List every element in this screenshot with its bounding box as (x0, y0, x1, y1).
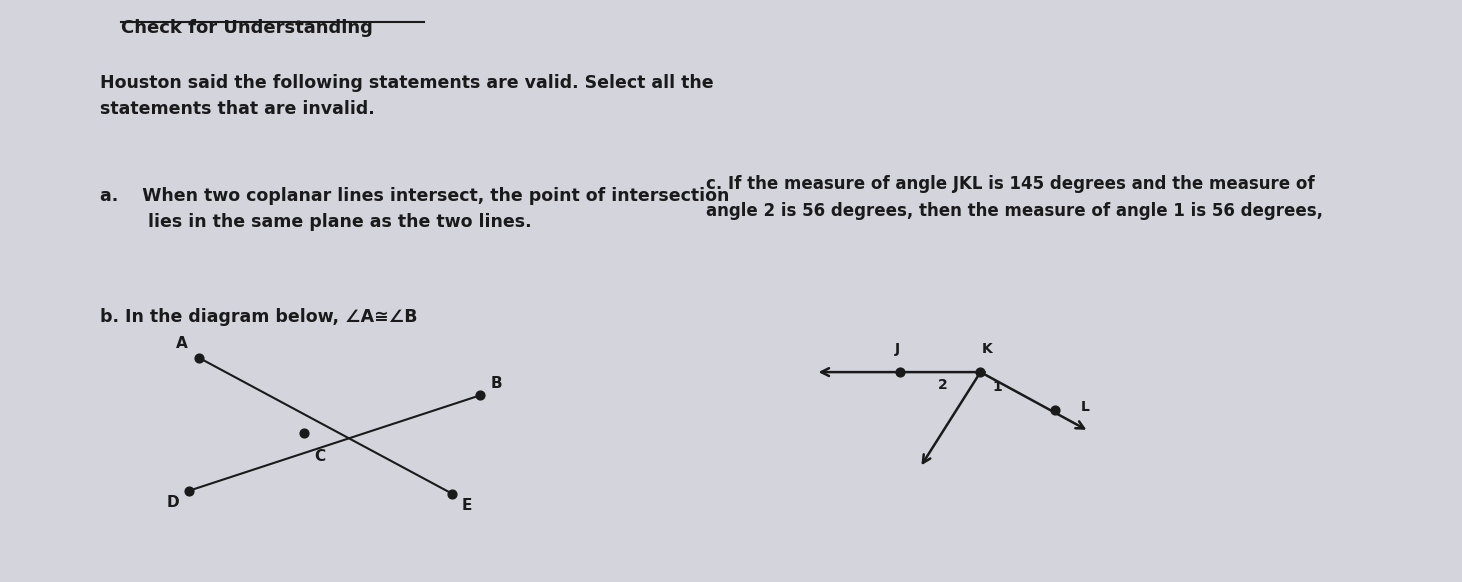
Text: Houston said the following statements are valid. Select all the
statements that : Houston said the following statements ar… (99, 74, 713, 118)
Point (440, 489, 463, 498)
Text: 2: 2 (937, 378, 947, 392)
Text: D: D (167, 495, 178, 510)
Point (469, 391, 493, 400)
Text: A: A (175, 336, 187, 351)
Text: B: B (490, 375, 501, 391)
Text: L: L (1080, 400, 1089, 414)
Point (969, 367, 993, 377)
Text: c. If the measure of angle JKL is 145 degrees and the measure of
angle 2 is 56 d: c. If the measure of angle JKL is 145 de… (706, 175, 1323, 219)
Text: Check for Understanding: Check for Understanding (121, 19, 373, 37)
Text: 1: 1 (993, 379, 1003, 393)
Point (1044, 405, 1067, 414)
Text: J: J (895, 342, 901, 356)
Point (889, 367, 912, 377)
Point (177, 486, 200, 495)
Text: K: K (982, 342, 993, 356)
Point (292, 428, 316, 438)
Point (187, 353, 211, 362)
Text: E: E (462, 498, 472, 513)
Text: b. In the diagram below, ∠A≅∠B: b. In the diagram below, ∠A≅∠B (99, 308, 418, 327)
Text: C: C (314, 449, 325, 464)
Text: a.    When two coplanar lines intersect, the point of intersection
        lies : a. When two coplanar lines intersect, th… (99, 187, 730, 231)
